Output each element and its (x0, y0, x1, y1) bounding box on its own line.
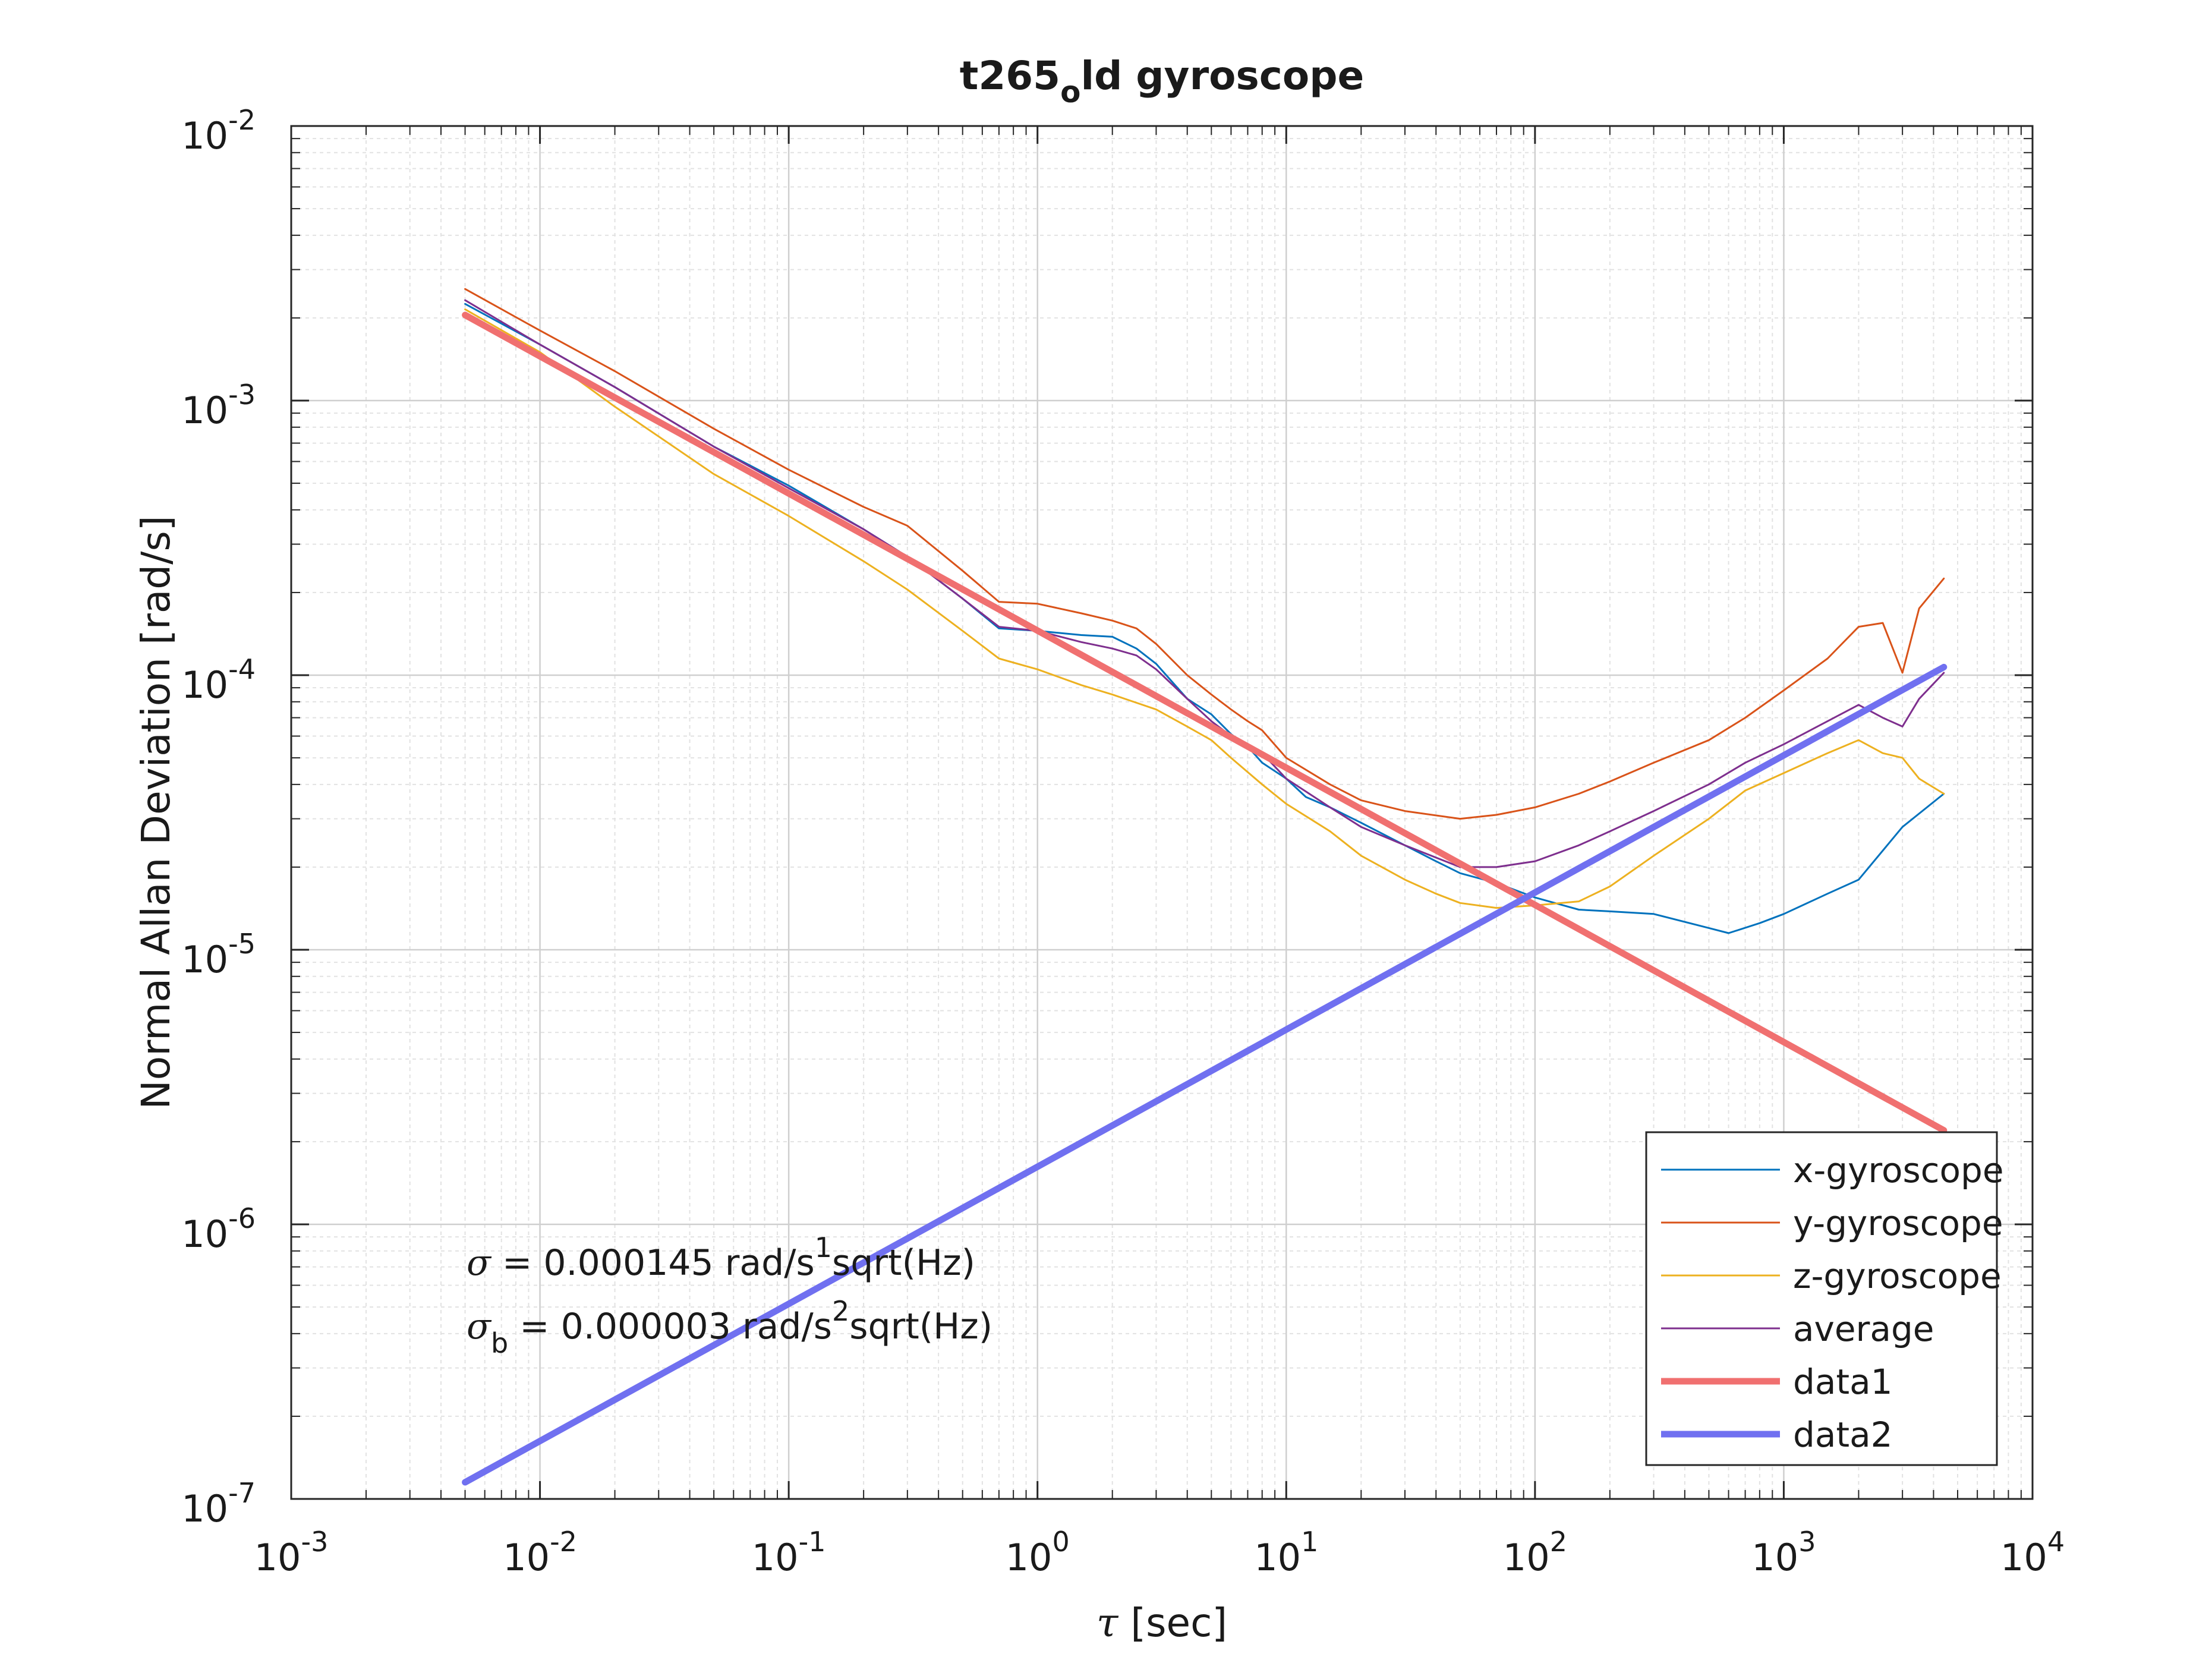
sigma-b-annotation: σb = 0.000003 rad/s2sqrt(Hz) (467, 1295, 992, 1359)
legend-label-average: average (1793, 1309, 1934, 1349)
x-tick-labels: 10-3 10-2 10-1 100 101 102 103 104 (254, 1526, 2065, 1579)
legend-label-z-gyroscope: z-gyroscope (1793, 1256, 2002, 1296)
sigma-annotation: σ = 0.000145 rad/s1sqrt(Hz) (467, 1231, 975, 1284)
x-tick-label: 100 (1006, 1526, 1070, 1579)
x-tick-label: 10-1 (752, 1526, 826, 1579)
legend-label-y-gyroscope: y-gyroscope (1793, 1203, 2003, 1243)
series-data1 (462, 311, 1948, 1134)
y-tick-label: 10-6 (181, 1202, 256, 1256)
legend-label-data1: data1 (1793, 1362, 1893, 1402)
y-tick-label: 10-2 (181, 104, 256, 158)
x-tick-label: 101 (1254, 1526, 1318, 1579)
y-tick-label: 10-4 (181, 653, 256, 707)
series-y-gyroscope (464, 288, 1945, 820)
y-axis-label: Normal Allan Deviation [rad/s] (133, 515, 179, 1109)
legend-label-x-gyroscope: x-gyroscope (1793, 1150, 2004, 1190)
x-axis-label: τ [sec] (1096, 1600, 1227, 1646)
legend: x-gyroscope y-gyroscope z-gyroscope aver… (1645, 1131, 2004, 1466)
y-tick-label: 10-5 (181, 928, 256, 981)
minor-grid (291, 126, 2033, 1499)
series-z-gyroscope (464, 308, 1945, 909)
axis-ticks (290, 126, 2033, 1500)
x-tick-label: 10-2 (503, 1526, 577, 1579)
x-tick-label: 104 (2000, 1526, 2065, 1579)
y-tick-labels: 10-7 10-6 10-5 10-4 10-3 10-2 (181, 104, 256, 1530)
x-tick-label: 103 (1751, 1526, 1816, 1579)
chart-title: t265old gyroscope (960, 53, 1364, 109)
x-tick-label: 102 (1503, 1526, 1567, 1579)
x-tick-label: 10-3 (254, 1526, 329, 1579)
legend-box (1645, 1131, 1998, 1466)
y-tick-label: 10-3 (181, 379, 256, 432)
series-layer (462, 288, 1948, 1486)
legend-label-data2: data2 (1793, 1415, 1893, 1455)
series-data2 (462, 663, 1948, 1486)
y-tick-label: 10-7 (181, 1477, 256, 1530)
axes-box (290, 125, 2034, 1500)
